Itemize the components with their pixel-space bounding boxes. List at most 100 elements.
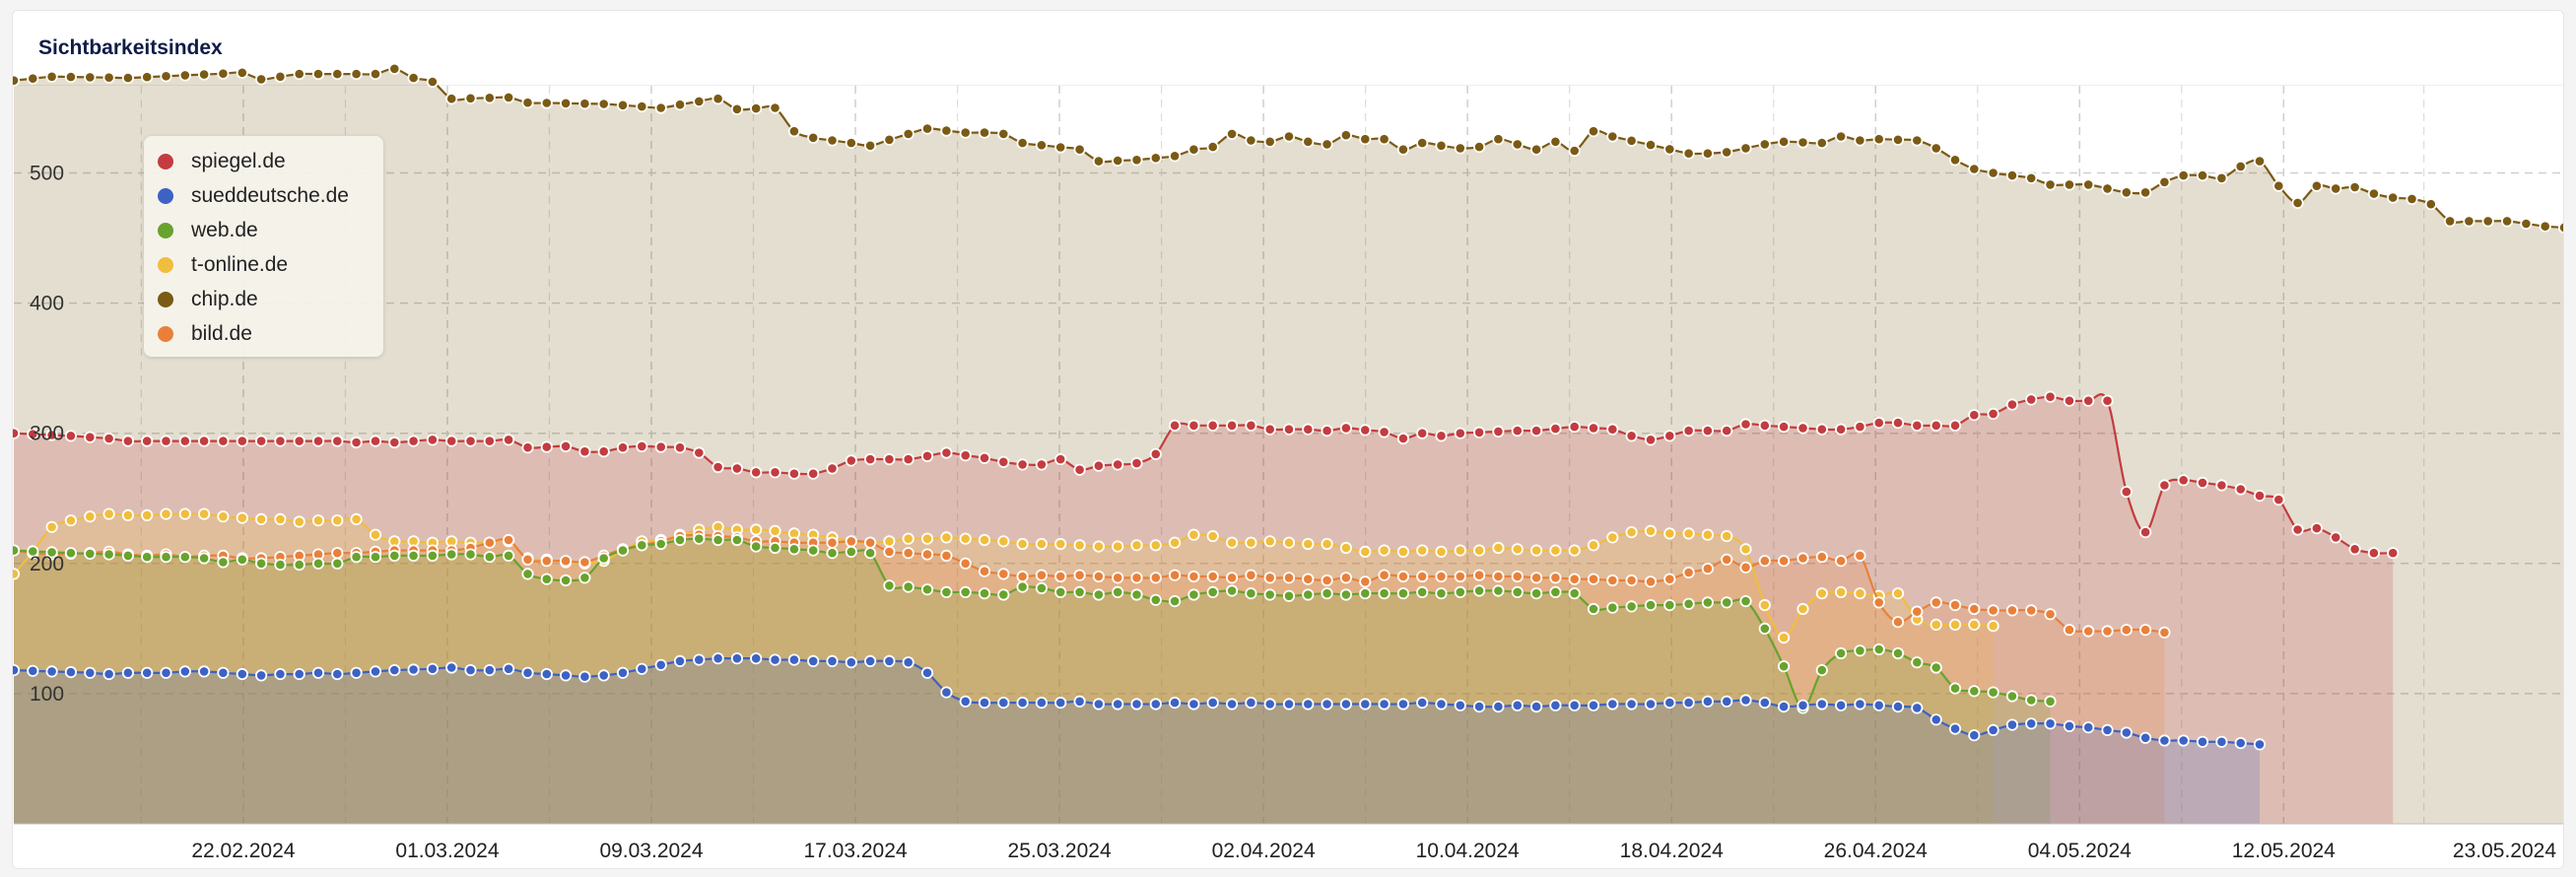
data-point-spiegel.de	[502, 434, 515, 446]
data-point-chip.de	[121, 71, 135, 85]
data-point-spiegel.de	[1758, 419, 1771, 432]
data-point-spiegel.de	[1682, 424, 1695, 438]
data-point-web.de	[1891, 646, 1905, 660]
data-point-t-online.de	[1549, 544, 1562, 557]
legend-item[interactable]: spiegel.de	[158, 144, 370, 178]
data-point-t-online.de	[1263, 535, 1276, 548]
data-point-t-online.de	[293, 515, 305, 528]
data-point-t-online.de	[1321, 537, 1333, 551]
data-point-t-online.de	[1606, 531, 1619, 544]
data-point-web.de	[445, 548, 458, 561]
data-point-sueddeutsche.de	[1815, 698, 1828, 710]
data-point-chip.de	[1682, 147, 1695, 160]
legend-item[interactable]: chip.de	[158, 282, 370, 316]
data-point-spiegel.de	[2253, 489, 2267, 503]
data-point-web.de	[388, 549, 401, 563]
legend-item[interactable]: web.de	[158, 213, 370, 247]
data-point-sueddeutsche.de	[1187, 698, 1200, 710]
data-point-chip.de	[2082, 178, 2095, 191]
data-point-bild.de	[2082, 625, 2095, 638]
data-point-web.de	[1854, 644, 1866, 657]
data-point-sueddeutsche.de	[1739, 694, 1752, 707]
data-point-chip.de	[1112, 154, 1124, 168]
data-point-web.de	[787, 543, 801, 556]
visibility-chart[interactable]: 100 200 300 400 500 22.02.2024 01.03.2024 09.03…	[13, 11, 2564, 869]
data-point-spiegel.de	[369, 435, 382, 447]
data-point-spiegel.de	[1549, 422, 1562, 436]
data-point-chip.de	[255, 73, 268, 86]
data-point-spiegel.de	[2367, 547, 2380, 560]
data-point-bild.de	[1016, 570, 1029, 583]
data-point-bild.de	[521, 553, 534, 566]
data-point-web.de	[578, 572, 591, 584]
legend-label: chip.de	[191, 287, 258, 310]
data-point-web.de	[1872, 642, 1885, 656]
data-point-t-online.de	[1073, 539, 1086, 552]
data-point-sueddeutsche.de	[826, 654, 839, 668]
data-point-spiegel.de	[255, 435, 268, 447]
data-point-spiegel.de	[1739, 418, 1752, 431]
data-point-t-online.de	[883, 535, 896, 548]
legend-swatch	[158, 187, 173, 204]
data-point-spiegel.de	[2215, 479, 2228, 492]
legend-item[interactable]: bild.de	[158, 316, 370, 351]
data-point-chip.de	[2424, 198, 2437, 211]
data-point-web.de	[1739, 594, 1752, 608]
data-point-spiegel.de	[1606, 423, 1619, 436]
data-point-web.de	[1416, 585, 1429, 599]
legend-item[interactable]: t-online.de	[158, 247, 370, 282]
data-point-sueddeutsche.de	[521, 666, 534, 679]
data-point-web.de	[1835, 646, 1848, 660]
data-point-sueddeutsche.de	[1454, 699, 1466, 711]
data-point-sueddeutsche.de	[483, 663, 496, 677]
data-point-spiegel.de	[1092, 459, 1106, 472]
legend-item[interactable]: sueddeutsche.de	[158, 178, 370, 213]
data-point-chip.de	[1282, 130, 1296, 143]
data-point-sueddeutsche.de	[160, 666, 172, 679]
data-point-web.de	[293, 558, 305, 572]
data-point-sueddeutsche.de	[1282, 698, 1296, 710]
data-point-chip.de	[2005, 169, 2019, 182]
data-point-chip.de	[1587, 125, 1600, 138]
data-point-sueddeutsche.de	[2063, 719, 2075, 733]
data-point-sueddeutsche.de	[2082, 721, 2095, 734]
data-point-t-online.de	[102, 507, 115, 520]
data-point-spiegel.de	[559, 439, 573, 452]
data-point-chip.de	[1187, 143, 1200, 156]
data-point-web.de	[616, 544, 630, 557]
data-point-t-online.de	[1796, 602, 1809, 616]
data-point-chip.de	[13, 74, 21, 87]
data-point-t-online.de	[1835, 585, 1848, 599]
data-point-web.de	[1625, 600, 1638, 613]
data-point-chip.de	[883, 133, 896, 146]
data-point-chip.de	[1835, 130, 1848, 143]
data-point-sueddeutsche.de	[2044, 717, 2057, 730]
data-point-chip.de	[750, 102, 763, 115]
data-point-bild.de	[2025, 604, 2038, 617]
data-point-spiegel.de	[521, 441, 534, 454]
data-point-web.de	[1701, 596, 1715, 609]
data-point-spiegel.de	[616, 441, 630, 454]
data-point-spiegel.de	[1778, 420, 1791, 434]
data-point-bild.de	[1891, 616, 1905, 629]
data-point-sueddeutsche.de	[1035, 696, 1049, 709]
data-point-sueddeutsche.de	[1054, 696, 1067, 709]
data-point-chip.de	[350, 67, 363, 81]
legend-label: t-online.de	[191, 252, 289, 276]
data-point-bild.de	[1721, 553, 1733, 566]
data-point-chip.de	[2272, 179, 2285, 192]
data-point-web.de	[540, 573, 553, 585]
data-point-chip.de	[2044, 178, 2057, 191]
data-point-sueddeutsche.de	[1796, 699, 1809, 711]
data-point-web.de	[255, 557, 268, 570]
data-point-sueddeutsche.de	[1416, 696, 1429, 709]
data-point-bild.de	[1835, 555, 1848, 568]
data-point-spiegel.de	[311, 435, 325, 447]
data-point-web.de	[1321, 587, 1333, 600]
data-point-spiegel.de	[2348, 543, 2361, 556]
data-point-sueddeutsche.de	[1530, 700, 1543, 713]
data-point-sueddeutsche.de	[845, 656, 857, 669]
data-point-spiegel.de	[712, 460, 724, 474]
data-point-chip.de	[597, 98, 610, 110]
data-point-t-online.de	[1511, 543, 1524, 556]
